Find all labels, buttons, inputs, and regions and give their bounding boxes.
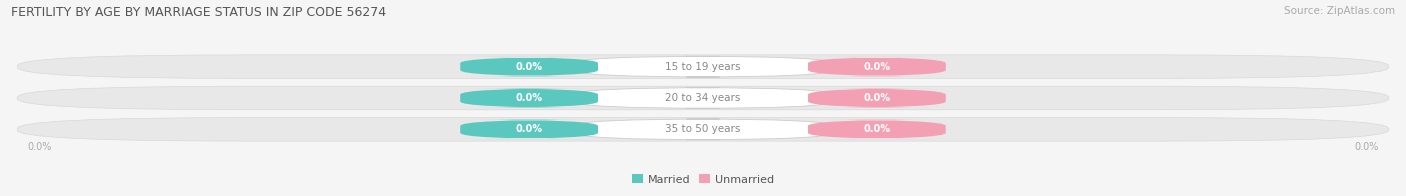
Text: 0.0%: 0.0% bbox=[516, 124, 543, 134]
Text: FERTILITY BY AGE BY MARRIAGE STATUS IN ZIP CODE 56274: FERTILITY BY AGE BY MARRIAGE STATUS IN Z… bbox=[11, 6, 387, 19]
FancyBboxPatch shape bbox=[808, 120, 946, 139]
Text: 20 to 34 years: 20 to 34 years bbox=[665, 93, 741, 103]
FancyBboxPatch shape bbox=[808, 57, 946, 76]
FancyBboxPatch shape bbox=[808, 88, 946, 108]
Legend: Married, Unmarried: Married, Unmarried bbox=[627, 170, 779, 189]
Text: 0.0%: 0.0% bbox=[863, 62, 890, 72]
Text: 0.0%: 0.0% bbox=[863, 93, 890, 103]
Text: 0.0%: 0.0% bbox=[1354, 142, 1379, 152]
FancyBboxPatch shape bbox=[17, 118, 1389, 141]
FancyBboxPatch shape bbox=[575, 56, 831, 77]
Text: 0.0%: 0.0% bbox=[27, 142, 52, 152]
FancyBboxPatch shape bbox=[575, 119, 831, 140]
FancyBboxPatch shape bbox=[575, 88, 831, 108]
Text: 35 to 50 years: 35 to 50 years bbox=[665, 124, 741, 134]
FancyBboxPatch shape bbox=[460, 88, 598, 108]
Text: 0.0%: 0.0% bbox=[516, 93, 543, 103]
Text: 0.0%: 0.0% bbox=[516, 62, 543, 72]
FancyBboxPatch shape bbox=[460, 120, 598, 139]
Text: 15 to 19 years: 15 to 19 years bbox=[665, 62, 741, 72]
Text: Source: ZipAtlas.com: Source: ZipAtlas.com bbox=[1284, 6, 1395, 16]
FancyBboxPatch shape bbox=[17, 86, 1389, 110]
FancyBboxPatch shape bbox=[460, 57, 598, 76]
Text: 0.0%: 0.0% bbox=[863, 124, 890, 134]
FancyBboxPatch shape bbox=[17, 55, 1389, 78]
